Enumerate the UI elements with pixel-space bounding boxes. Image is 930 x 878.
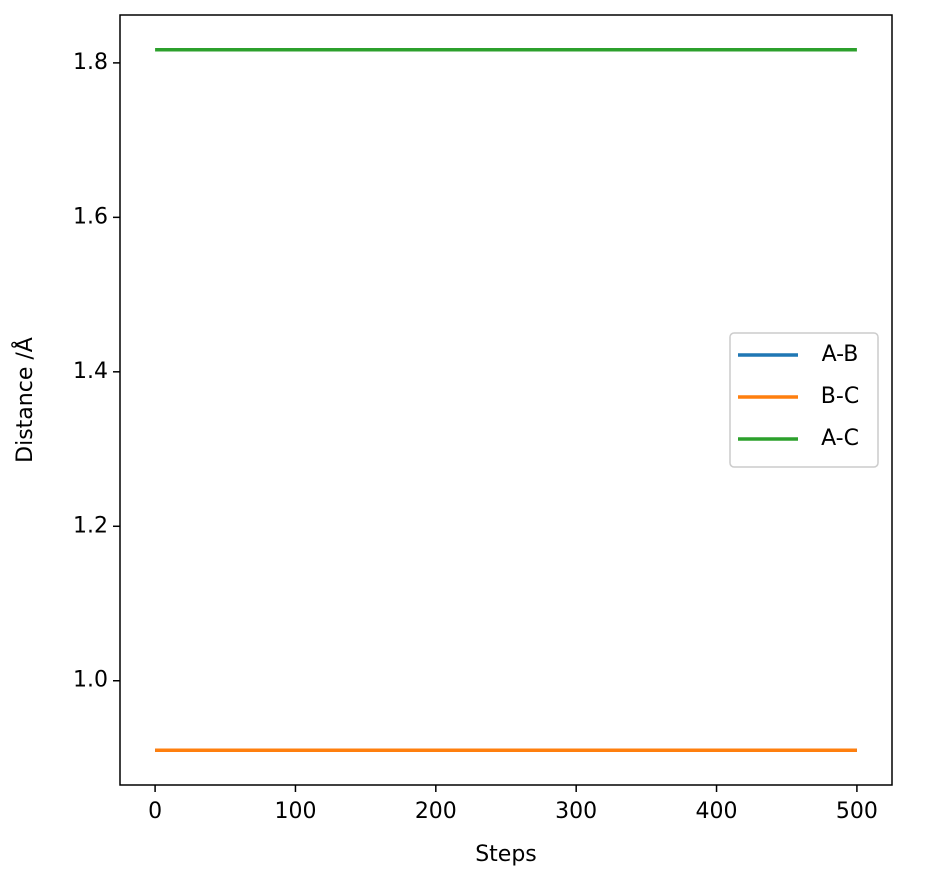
legend-label: B-C: [821, 384, 859, 409]
x-tick-label: 400: [696, 799, 738, 824]
x-tick-label: 200: [415, 799, 457, 824]
x-axis-label: Steps: [475, 842, 537, 867]
legend-box: [729, 332, 879, 468]
y-axis-label: Distance /Å: [11, 337, 38, 463]
legend-label: A-B: [822, 342, 859, 367]
x-tick-label: 300: [555, 799, 597, 824]
y-tick-label: 1.4: [73, 359, 108, 384]
x-tick-label: 0: [148, 799, 162, 824]
axes-frame: [119, 14, 893, 786]
y-tick-label: 1.8: [73, 50, 108, 75]
y-tick-label: 1.2: [73, 513, 108, 538]
y-tick-label: 1.6: [73, 204, 108, 229]
legend-label: A-C: [821, 426, 859, 451]
x-tick-label: 100: [274, 799, 316, 824]
x-tick-label: 500: [836, 799, 878, 824]
y-tick-label: 1.0: [73, 668, 108, 693]
